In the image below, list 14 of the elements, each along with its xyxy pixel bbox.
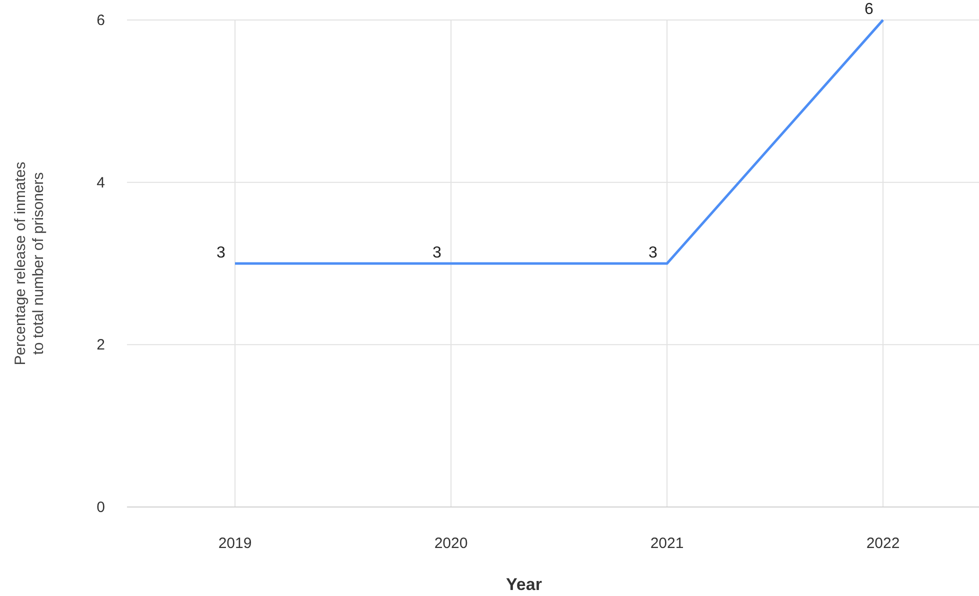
x-tick-label: 2021 bbox=[650, 535, 684, 552]
y-tick-label: 6 bbox=[96, 12, 105, 29]
y-axis-title: Percentage release of inmates to total number of prisoners bbox=[12, 162, 47, 366]
y-tick-label: 2 bbox=[96, 336, 105, 354]
data-label: 3 bbox=[432, 244, 442, 262]
y-tick-label: 0 bbox=[96, 499, 105, 516]
x-axis-title: Year bbox=[506, 575, 542, 594]
x-tick-label: 2019 bbox=[218, 535, 252, 552]
y-tick-label: 4 bbox=[96, 174, 105, 192]
data-label: 6 bbox=[864, 1, 874, 18]
data-label: 3 bbox=[216, 244, 226, 262]
data-label: 3 bbox=[648, 244, 658, 262]
x-tick-label: 2020 bbox=[434, 535, 468, 552]
x-tick-label: 2022 bbox=[866, 535, 900, 552]
